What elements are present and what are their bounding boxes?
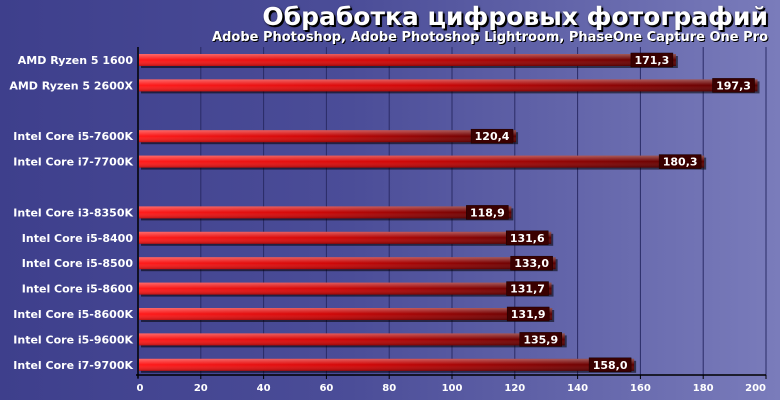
bar-shine bbox=[139, 206, 512, 219]
data-label-box bbox=[630, 52, 674, 68]
data-label: 131,6 bbox=[510, 232, 545, 245]
x-tick-label: 160 bbox=[630, 383, 651, 394]
data-label-box bbox=[505, 230, 549, 246]
data-label-box bbox=[588, 357, 632, 373]
data-label-box bbox=[510, 255, 553, 271]
category-label: Intel Core i7-9700K bbox=[13, 359, 133, 372]
data-label: 120,4 bbox=[475, 130, 510, 143]
x-tick-label: 100 bbox=[442, 383, 463, 394]
category-label: AMD Ryzen 5 1600 bbox=[18, 54, 134, 67]
x-tick-label: 140 bbox=[567, 383, 588, 394]
data-label: 171,3 bbox=[634, 54, 669, 67]
category-label: Intel Core i5-8400 bbox=[22, 232, 134, 245]
data-label-box bbox=[712, 78, 755, 93]
x-tick-label: 20 bbox=[194, 383, 208, 394]
bar-shine bbox=[139, 358, 635, 371]
data-label: 197,3 bbox=[716, 79, 751, 92]
bar-shine bbox=[139, 308, 553, 320]
data-label: 131,9 bbox=[511, 308, 546, 321]
bar-shine bbox=[139, 257, 556, 270]
data-label-box bbox=[519, 332, 562, 347]
category-label: AMD Ryzen 5 2600X bbox=[9, 79, 133, 92]
data-label: 135,9 bbox=[523, 333, 558, 346]
data-label: 118,9 bbox=[470, 206, 505, 219]
category-label: Intel Core i5-8600 bbox=[22, 283, 134, 296]
x-tick-label: 120 bbox=[504, 383, 525, 394]
data-label: 158,0 bbox=[593, 359, 628, 372]
bar-shine bbox=[139, 231, 552, 244]
x-tick-label: 180 bbox=[693, 383, 714, 394]
category-label: Intel Core i3-8350K bbox=[13, 206, 133, 219]
data-label-box bbox=[470, 128, 514, 144]
bar-shine bbox=[139, 54, 676, 66]
x-tick-label: 0 bbox=[137, 383, 144, 394]
bar-shine bbox=[139, 130, 517, 143]
category-label: Intel Core i5-8600K bbox=[13, 308, 133, 321]
x-tick-label: 60 bbox=[319, 383, 333, 394]
category-label: Intel Core i5-7600K bbox=[13, 130, 133, 143]
data-label-box bbox=[506, 281, 549, 296]
category-label: Intel Core i5-9600K bbox=[13, 333, 133, 346]
chart-subtitle: Adobe Photoshop, Adobe Photoshop Lightro… bbox=[212, 30, 768, 45]
data-label-box bbox=[506, 306, 550, 322]
bar-shine bbox=[139, 79, 758, 92]
x-tick-label: 40 bbox=[257, 383, 271, 394]
data-label: 180,3 bbox=[663, 156, 698, 169]
data-label-box bbox=[658, 154, 702, 169]
data-label: 133,0 bbox=[514, 257, 549, 270]
x-tick-label: 200 bbox=[745, 383, 766, 394]
bar-shine bbox=[139, 155, 705, 168]
category-label: Intel Core i5-8500 bbox=[22, 257, 134, 270]
data-label-box bbox=[466, 205, 509, 220]
bar-shine bbox=[139, 333, 565, 346]
chart-title: Обработка цифровых фотографий bbox=[262, 2, 768, 31]
category-label: Intel Core i7-7700K bbox=[13, 156, 133, 169]
data-label: 131,7 bbox=[510, 283, 545, 296]
x-tick-label: 80 bbox=[382, 383, 396, 394]
bar-shine bbox=[139, 282, 552, 295]
